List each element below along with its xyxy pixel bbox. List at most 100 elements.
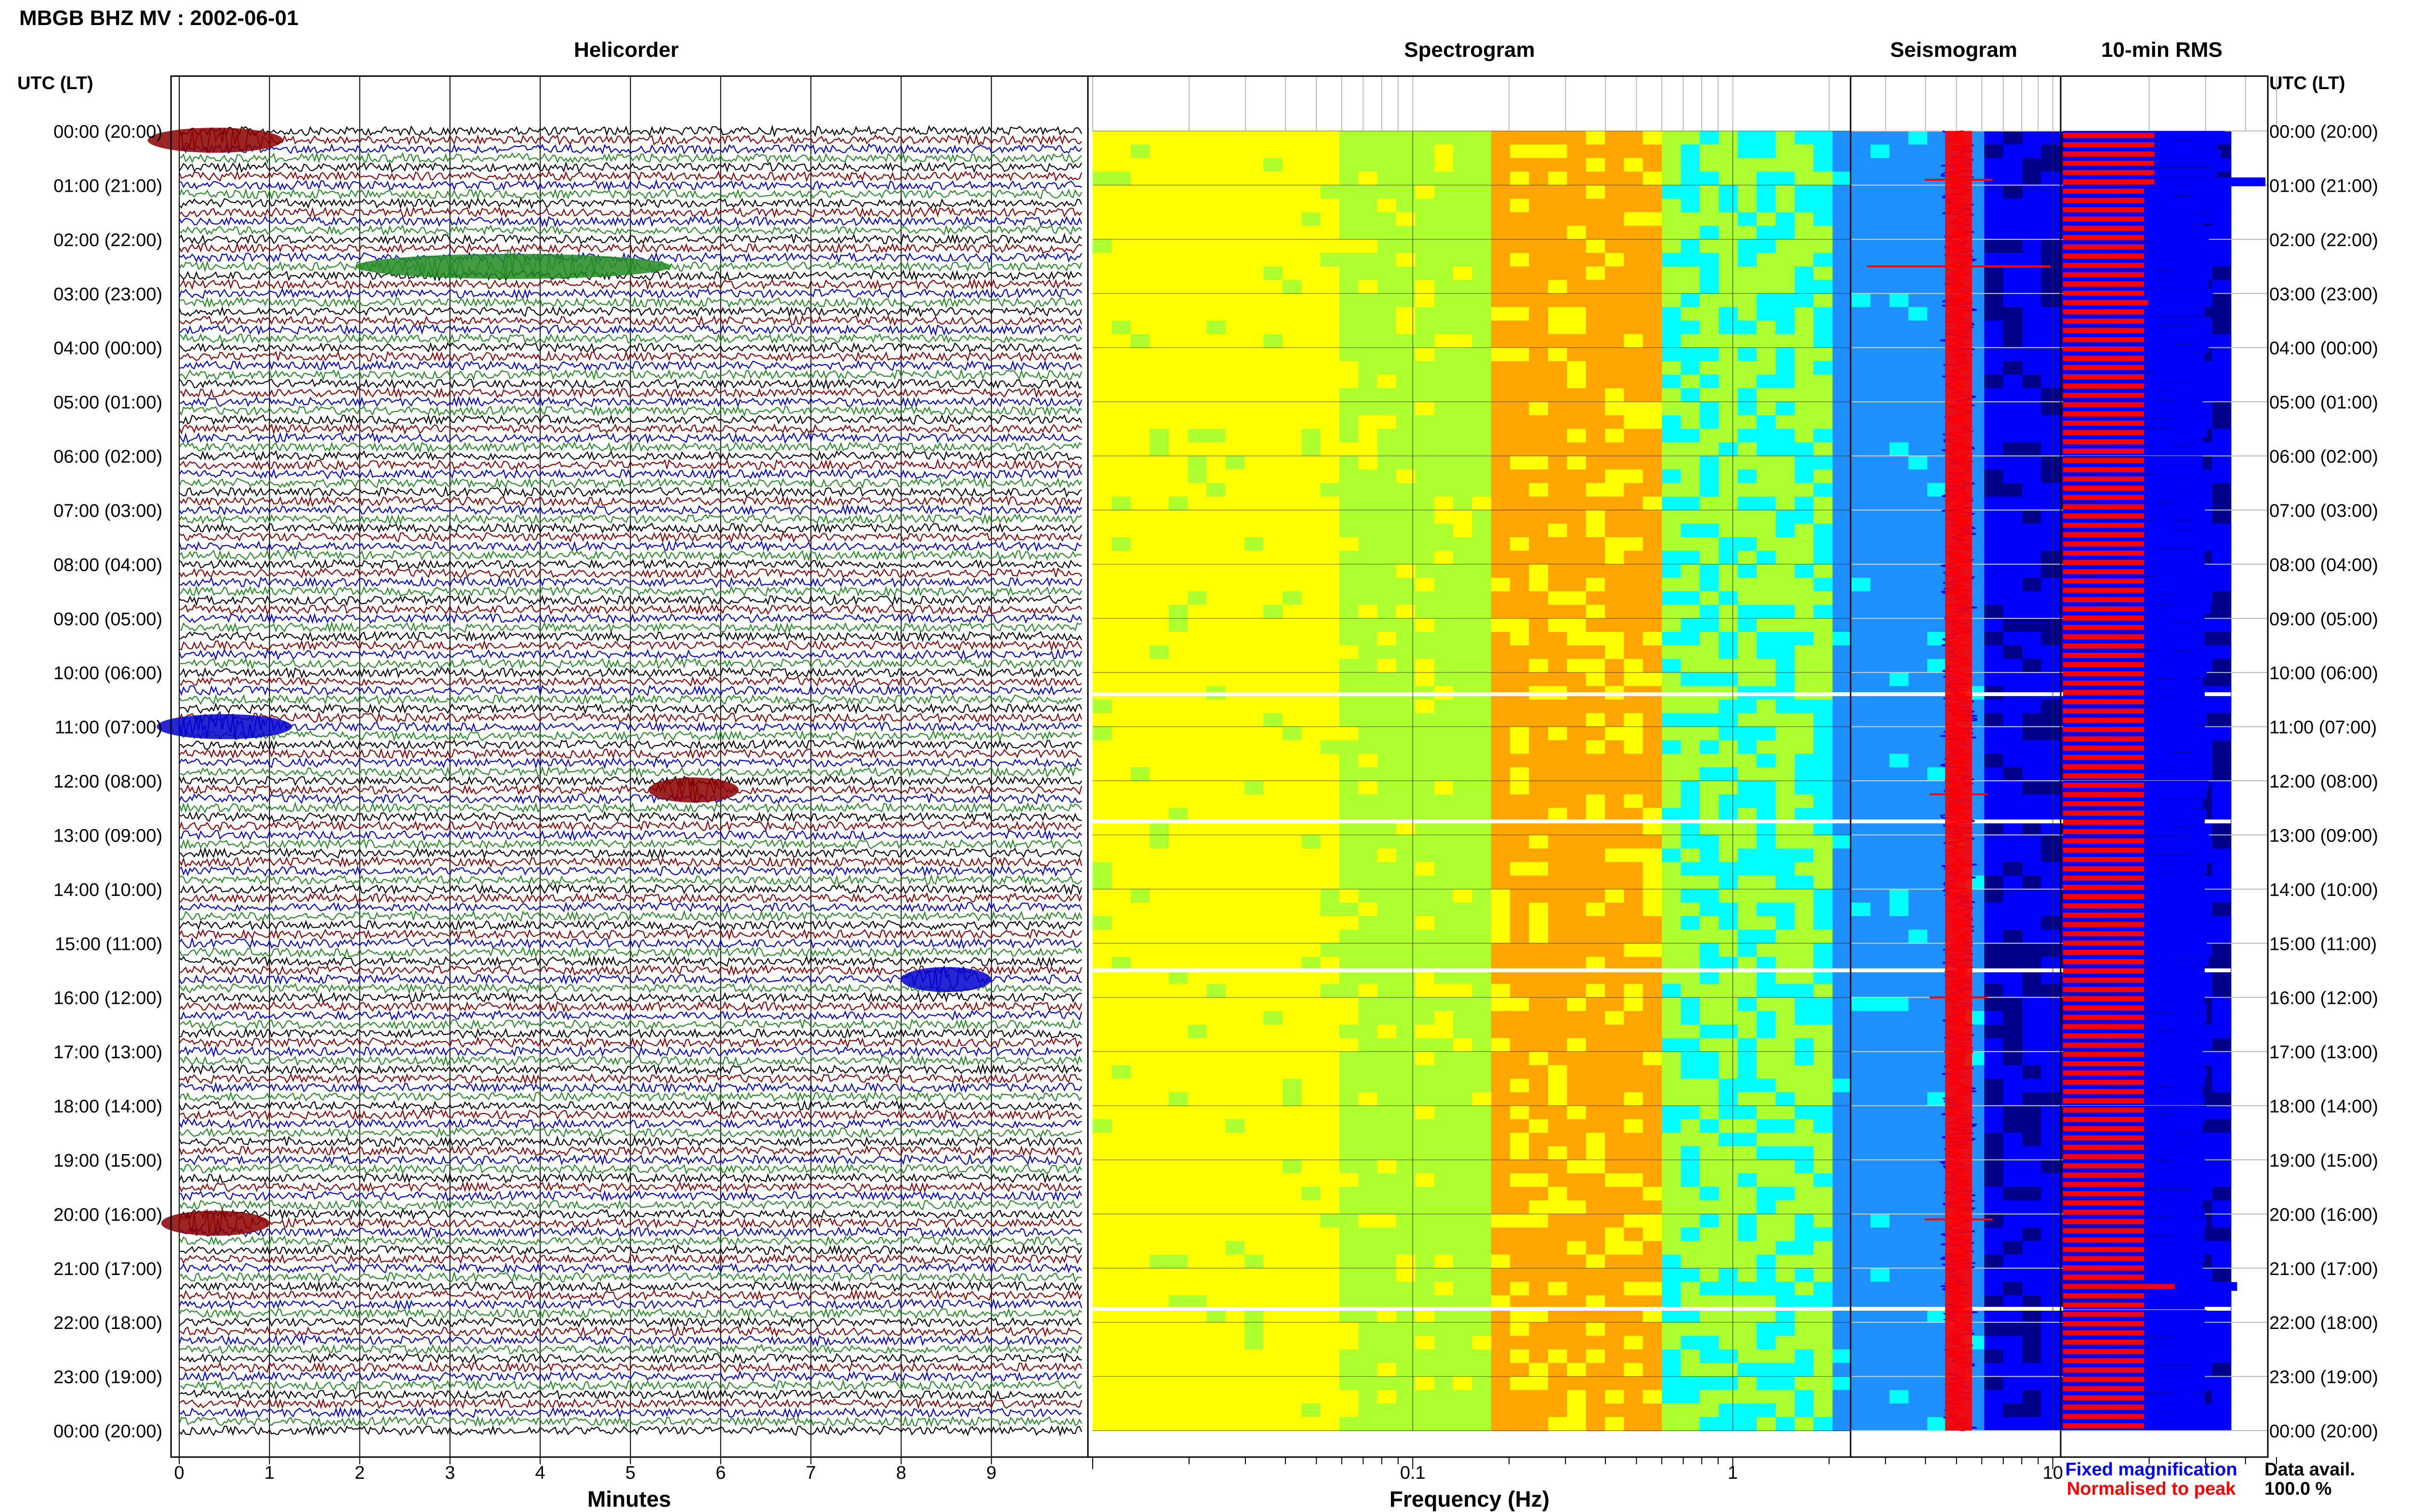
spectrogram-cell <box>1984 781 2004 795</box>
spectrogram-cell <box>1605 1132 1625 1147</box>
spectrogram-cell <box>1794 1241 1814 1255</box>
spectrogram-cell <box>1187 605 1207 619</box>
spectrogram-cell <box>1794 605 1814 619</box>
spectrogram-cell <box>1112 1011 1131 1025</box>
spectrogram-cell <box>1624 848 1643 863</box>
spectrogram-cell <box>1908 158 1928 172</box>
spectrogram-cell <box>1851 578 1871 592</box>
spectrogram-cell <box>1605 875 1625 890</box>
spectrogram-cell <box>1093 361 1112 375</box>
spectrogram-cell <box>1908 1119 1928 1133</box>
spectrogram-cell <box>1187 361 1207 375</box>
spectrogram-cell <box>1851 280 1871 294</box>
spectrogram-cell <box>1187 334 1207 348</box>
spectrogram-cell <box>1244 1214 1264 1228</box>
spectrogram-cell <box>1870 659 1890 673</box>
spectrogram-cell <box>1358 496 1378 511</box>
spectrogram-cell <box>1150 225 1169 240</box>
spectrogram-cell <box>1320 185 1340 199</box>
spectrogram-cell <box>1642 388 1663 403</box>
spectrogram-cell <box>1719 537 1738 552</box>
spectrogram-cell <box>1870 699 1890 714</box>
spectrogram-cell <box>1301 821 1321 836</box>
spectrogram-cell <box>1586 578 1605 592</box>
spectrogram-cell <box>1870 347 1890 362</box>
spectrogram-cell <box>1832 794 1852 809</box>
spectrogram-cell <box>1093 726 1112 741</box>
spectrogram-cell <box>1529 266 1549 281</box>
spectrogram-cell <box>1225 456 1245 470</box>
spectrogram-cell <box>1662 510 1681 524</box>
spectrogram-cell <box>1908 631 1928 646</box>
spectrogram-cell <box>1150 415 1169 430</box>
spectrogram-cell <box>1301 429 1321 443</box>
spectrogram-cell <box>1984 537 2004 552</box>
spectrogram-cell <box>1282 943 1302 958</box>
spectrogram-cell <box>1984 984 2004 998</box>
spectrogram-cell <box>1927 1011 1947 1025</box>
spectrogram-cell <box>1642 1052 1663 1066</box>
spectrogram-cell <box>1112 239 1131 253</box>
spectrogram-cell <box>1301 564 1321 579</box>
spectrogram-cell <box>1586 1052 1605 1066</box>
spectrogram-cell <box>1851 145 1871 159</box>
spectrogram-cell <box>2041 1065 2061 1079</box>
spectrogram-cell <box>1662 239 1681 253</box>
seismogram-title: Seismogram <box>1890 38 2017 62</box>
spectrogram-cell <box>1681 158 1700 172</box>
spectrogram-cell <box>1699 334 1720 348</box>
spectrogram-cell <box>1851 239 1871 253</box>
spectrogram-cell <box>2211 239 2232 253</box>
spectrogram-cell <box>1889 456 1909 470</box>
spectrogram-cell <box>1851 564 1871 579</box>
spectrogram-cell <box>1187 672 1207 687</box>
spectrogram-cell <box>1699 821 1720 836</box>
spectrogram-cell <box>1624 631 1643 646</box>
spectrogram-cell <box>1263 239 1283 253</box>
spectrogram-cell <box>1775 334 1795 348</box>
spectrogram-cell <box>1112 429 1131 443</box>
spectrogram-cell <box>1510 740 1530 754</box>
spectrogram-cell <box>1434 225 1454 240</box>
spectrogram-cell <box>1168 984 1188 998</box>
spectrogram-cell <box>1453 997 1473 1012</box>
spectrogram-cell <box>1282 821 1302 836</box>
spectrogram-cell <box>1737 997 1757 1012</box>
spectrogram-cell <box>1662 821 1681 836</box>
spectrogram-cell <box>1491 212 1511 226</box>
spectrogram-cell <box>2211 618 2232 632</box>
spectrogram-cell <box>1548 1173 1568 1188</box>
spectrogram-cell <box>1510 483 1530 497</box>
spectrogram-cell <box>1244 1159 1264 1174</box>
spectrogram-cell <box>1225 984 1245 998</box>
spectrogram-cell <box>1586 1065 1605 1079</box>
spectrogram-cell <box>1813 740 1833 754</box>
spectrogram-cell <box>1415 510 1435 524</box>
spectrogram-cell <box>1813 672 1833 687</box>
spectrogram-cell <box>1206 659 1226 673</box>
spectrogram-cell <box>1320 875 1340 890</box>
spectrogram-cell <box>1870 889 1890 903</box>
spectrogram-cell <box>1093 1200 1112 1215</box>
spectrogram-cell <box>1472 1241 1492 1255</box>
spectrogram-cell <box>1624 645 1643 660</box>
spectrogram-cell <box>1719 429 1738 443</box>
spectrogram-cell <box>1150 510 1169 524</box>
spectrogram-cell <box>1737 510 1757 524</box>
spectrogram-cell <box>1093 198 1112 213</box>
spectrogram-cell <box>1415 794 1435 809</box>
spectrogram-cell <box>2003 537 2023 552</box>
spectrogram-cell <box>1851 767 1871 781</box>
spectrogram-cell <box>1851 862 1871 876</box>
spectrogram-cell <box>1339 456 1359 470</box>
spectrogram-cell <box>2022 672 2042 687</box>
spectrogram-cell <box>1206 524 1226 538</box>
spectrogram-cell <box>1301 631 1321 646</box>
spectrogram-cell <box>1548 1200 1568 1215</box>
spectrogram-cell <box>1605 212 1625 226</box>
spectrogram-cell <box>1529 889 1549 903</box>
spectrogram-cell <box>1263 1078 1283 1093</box>
spectrogram-cell <box>1586 889 1605 903</box>
spectrogram-cell <box>1491 997 1511 1012</box>
spectrogram-cell <box>2041 469 2061 484</box>
